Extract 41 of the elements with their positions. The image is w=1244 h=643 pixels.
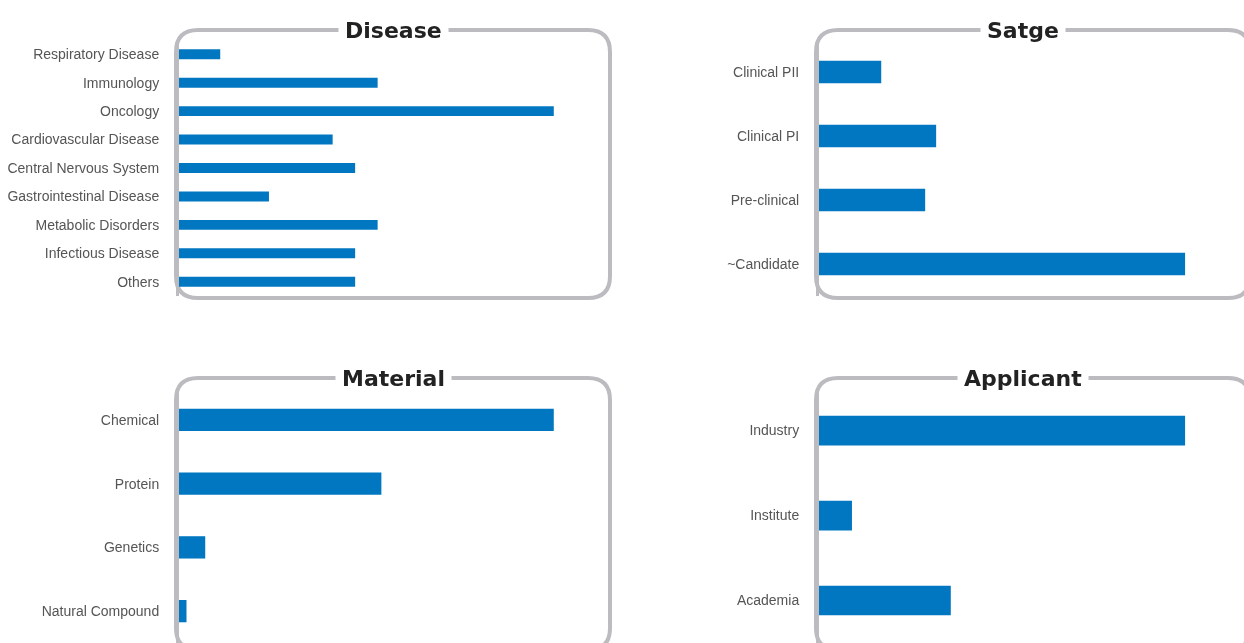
y-tick-label: Others (117, 273, 160, 290)
bar (819, 60, 882, 84)
y-tick-label: Clinical PI (736, 127, 800, 144)
bar (179, 219, 378, 230)
chart-title: Satge (987, 18, 1059, 43)
y-tick-label: Academia (736, 592, 800, 609)
y-tick-label: Immunology (82, 74, 160, 91)
y-tick-label: Chemical (100, 411, 160, 428)
bar (179, 106, 554, 117)
bar (179, 599, 187, 623)
y-tick-label: Metabolic Disorders (35, 216, 160, 233)
chart-title: Applicant (964, 366, 1083, 391)
chart-title: Material (342, 366, 445, 391)
bar (179, 134, 333, 145)
y-tick-label: Clinical PII (733, 63, 800, 80)
y-tick-label: Gastrointestinal Disease (7, 188, 160, 205)
y-tick-label: Infectious Disease (44, 245, 160, 262)
y-tick-label: Pre-clinical (730, 191, 800, 208)
bar (179, 248, 356, 259)
bar (179, 163, 356, 173)
y-tick-label: Protein (114, 475, 160, 492)
bar (819, 124, 937, 148)
y-tick-label: Central Nervous System (7, 159, 160, 176)
bar (819, 188, 926, 212)
bar (179, 49, 221, 60)
y-tick-label: ~Candidate (727, 255, 800, 272)
bar (179, 77, 378, 88)
chart-title: Disease (345, 18, 442, 43)
y-tick-label: Respiratory Disease (33, 46, 160, 63)
bar (179, 536, 206, 559)
y-tick-label: Cardiovascular Disease (11, 131, 160, 148)
bar (819, 252, 1186, 276)
y-tick-label: Oncology (100, 103, 160, 120)
y-tick-label: Genetics (103, 539, 160, 556)
bar (179, 276, 356, 287)
bar (179, 408, 554, 432)
y-tick-label: Institute (750, 507, 800, 524)
bar (179, 191, 269, 202)
y-tick-label: Natural Compound (41, 603, 160, 620)
bar (179, 472, 382, 495)
y-tick-label: Industry (749, 422, 800, 439)
